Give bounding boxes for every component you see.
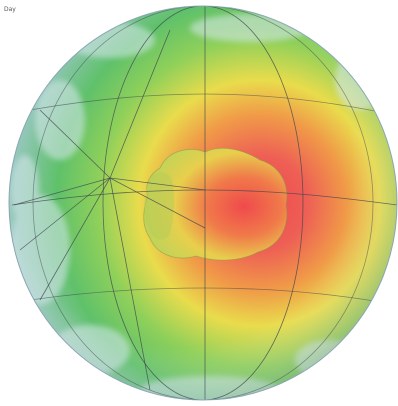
corner-label: Day — [4, 6, 16, 13]
blob-left-lobe — [144, 172, 175, 240]
sphere-outline — [8, 5, 398, 401]
graticule — [11, 6, 397, 400]
